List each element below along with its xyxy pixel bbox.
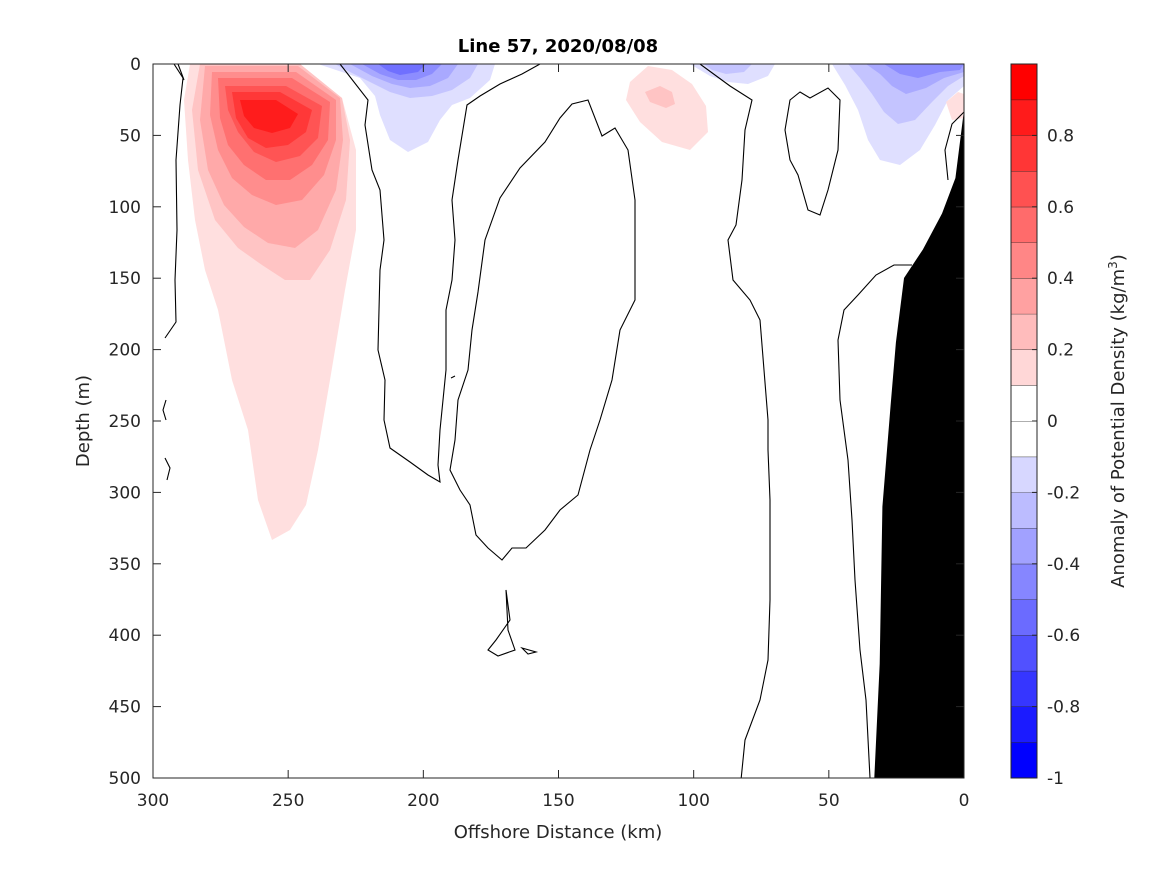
- colorbar-tick-label: 0: [1047, 412, 1058, 432]
- colorbar-tick-label: -1: [1047, 769, 1064, 789]
- contour-zero-coast: [837, 264, 912, 778]
- colorbar-segment: [1011, 599, 1037, 636]
- x-axis-label: Offshore Distance (km): [454, 822, 663, 843]
- colorbar-label: Anomaly of Potential Density (kg/m3): [1106, 254, 1129, 588]
- colorbar-segment: [1011, 385, 1037, 421]
- contour-zero-east-closed: [784, 87, 841, 216]
- y-tick-label: 100: [109, 198, 141, 218]
- colorbar-segment: [1011, 456, 1037, 493]
- contour-zero-west: [164, 64, 184, 339]
- chart-title: Line 57, 2020/08/08: [458, 36, 658, 57]
- contour-zero-island-gap: [450, 375, 539, 657]
- y-axis-label: Depth (m): [73, 375, 94, 467]
- colorbar-segment: [1011, 742, 1037, 778]
- colorbar-segment: [1011, 349, 1037, 386]
- y-tick-label: 450: [109, 698, 141, 718]
- colorbar-tick-label: 0.2: [1047, 341, 1074, 361]
- y-tick-label: 0: [130, 55, 141, 75]
- colorbar-segment: [1011, 171, 1037, 207]
- colorbar-segment: [1011, 706, 1037, 743]
- colorbar: -1 -0.8 -0.6 -0.4 -0.2 0 0.2 0.4 0.6 0.8: [1010, 63, 1080, 789]
- y-tick-label: 300: [109, 483, 141, 503]
- colorbar-segment: [1011, 206, 1037, 243]
- colorbar-tick-label: -0.4: [1047, 555, 1080, 575]
- contour-zero-west-b: [162, 399, 171, 481]
- contour-neg-small-2: [704, 64, 752, 74]
- colorbar-label-superscript: 3: [1106, 261, 1120, 269]
- contour-zero-island: [449, 99, 636, 561]
- colorbar-segment: [1011, 670, 1037, 707]
- colorbar-segment: [1011, 135, 1037, 172]
- colorbar-segment: [1011, 242, 1037, 279]
- contour-pos-small-0.1: [626, 66, 708, 150]
- y-tick-label: 50: [119, 126, 141, 146]
- y-axis: 0 50 100 150 200 250 300 350 400 450 500: [109, 55, 964, 789]
- contour-pos-coast: [946, 92, 964, 120]
- colorbar-tick-label: 0.6: [1047, 198, 1074, 218]
- contour-neg-0.5: [378, 64, 426, 75]
- y-tick-label: 250: [109, 412, 141, 432]
- plot-area: [152, 63, 965, 779]
- colorbar-tick-label: 0.8: [1047, 126, 1074, 146]
- contour-pos-small-0.2: [645, 86, 675, 108]
- x-axis: 300 250 200 150 100 50 0: [137, 64, 970, 811]
- bathymetry-seafloor: [874, 64, 964, 778]
- contour-zero-mid-east: [699, 64, 771, 778]
- x-tick-label: 300: [137, 791, 169, 811]
- contour-pos-0.8: [240, 100, 298, 133]
- colorbar-segment: [1011, 492, 1037, 529]
- colorbar-segment: [1011, 99, 1037, 136]
- colorbar-tick-label: 0.4: [1047, 269, 1074, 289]
- contour-fills: [184, 64, 964, 540]
- y-tick-label: 400: [109, 626, 141, 646]
- colorbar-tick-label: -0.2: [1047, 483, 1080, 503]
- y-tick-label: 500: [109, 769, 141, 789]
- y-tick-label: 150: [109, 269, 141, 289]
- colorbar-segment: [1011, 635, 1037, 671]
- x-tick-label: 150: [542, 791, 574, 811]
- colorbar-segment: [1011, 278, 1037, 314]
- colorbar-segment: [1011, 528, 1037, 564]
- x-tick-label: 200: [407, 791, 439, 811]
- colorbar-segment: [1011, 421, 1037, 457]
- x-tick-label: 0: [959, 791, 970, 811]
- x-tick-label: 250: [272, 791, 304, 811]
- contour-zero-left-edge: [177, 64, 185, 81]
- colorbar-segment: [1011, 64, 1037, 100]
- contour-neg-coast-0.4: [884, 64, 964, 78]
- colorbar-tick-label: -0.8: [1047, 698, 1080, 718]
- colorbar-segment: [1011, 313, 1037, 350]
- colorbar-tick-label: -0.6: [1047, 626, 1080, 646]
- colorbar-label-close: ): [1108, 254, 1129, 261]
- colorbar-segment: [1011, 563, 1037, 600]
- contour-zero-mid: [339, 64, 541, 484]
- y-tick-label: 200: [109, 341, 141, 361]
- x-tick-label: 50: [818, 791, 840, 811]
- x-tick-label: 100: [677, 791, 709, 811]
- y-tick-label: 350: [109, 555, 141, 575]
- colorbar-label-text: Anomaly of Potential Density (kg/m: [1108, 269, 1129, 588]
